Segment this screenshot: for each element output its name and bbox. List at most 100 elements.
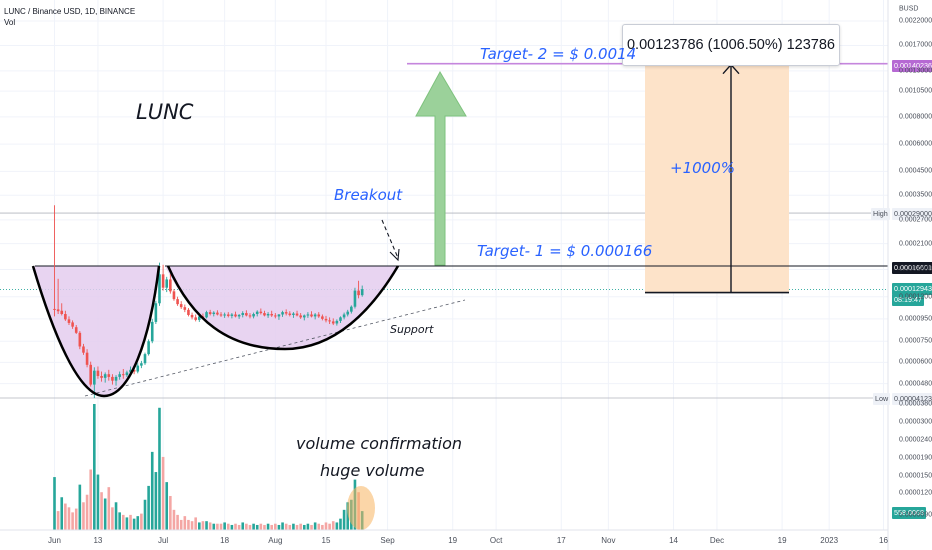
time-tick-label: Aug [268, 536, 283, 545]
volume-bar [226, 523, 230, 530]
support-line [84, 299, 466, 397]
symbol-line[interactable]: LUNC / Binance USD, 1D, BINANCE [4, 7, 136, 16]
time-tick-label: 17 [556, 536, 566, 545]
candle-body [302, 315, 306, 318]
candle-body [226, 314, 230, 316]
volume-bar [169, 495, 172, 530]
volume-bar [132, 518, 136, 530]
huge-volume-highlight [347, 486, 375, 530]
candle-body [93, 370, 96, 385]
volume-bar [284, 523, 288, 530]
time-tick-label: Jul [157, 536, 169, 545]
support-annotation[interactable]: Support [390, 323, 434, 336]
volume-bar [165, 482, 169, 530]
candle-body [310, 314, 313, 317]
candle-body [183, 307, 187, 310]
candle-body [114, 376, 118, 381]
candle-body [132, 369, 136, 372]
left-cup-fill [33, 265, 159, 396]
volume-bar [328, 523, 331, 530]
volume-bar [125, 517, 129, 530]
volume-bar [179, 519, 183, 530]
candle-body [281, 312, 284, 315]
title-annotation[interactable]: LUNC [136, 100, 194, 124]
percent-annotation[interactable]: +1000% [670, 159, 735, 177]
candle-body [324, 318, 328, 321]
candle-body [150, 321, 154, 342]
candle-body [255, 311, 259, 315]
breakout-annotation[interactable]: Breakout [334, 186, 403, 204]
candle-body [212, 312, 216, 315]
left-cup-curve [31, 265, 161, 398]
breakout-arrowhead [389, 248, 400, 262]
candle-body [172, 291, 176, 300]
volume-bar [183, 516, 187, 530]
low-tag-label: Low [873, 393, 891, 405]
time-tick-label: 18 [220, 536, 230, 545]
volume-bar [201, 521, 205, 530]
candle-body [263, 313, 266, 316]
candle-body [353, 290, 357, 307]
time-tick-label: 19 [448, 536, 458, 545]
low-price-tag: 0.00004123 [892, 393, 932, 405]
candle-body [248, 315, 252, 317]
volume-bar [234, 523, 237, 530]
candle-body [190, 314, 194, 318]
candle-body [339, 317, 342, 321]
time-tick-label: 14 [669, 536, 678, 545]
right-cup-fill [165, 265, 398, 349]
candle-body [357, 290, 360, 296]
volume-bar [78, 484, 82, 530]
volume-bar [310, 524, 313, 530]
candle-body [270, 314, 273, 316]
candle-body [60, 310, 64, 315]
volume-bar [103, 498, 107, 530]
volume-bar [93, 404, 96, 530]
candle-body [140, 363, 143, 366]
volume-bar [172, 509, 176, 530]
volume-bar [324, 522, 328, 530]
volume-bar [176, 514, 179, 530]
volume-bar [129, 514, 132, 530]
chart-header: LUNC / Binance USD, 1D, BINANCE Vol [4, 6, 135, 28]
candle-body [299, 315, 302, 318]
candle-body [103, 374, 107, 378]
target1-annotation[interactable]: Target- 1 = $ 0.000166 [477, 242, 653, 260]
volume-bar [136, 516, 140, 530]
candle-body [129, 369, 132, 373]
volume-bar [67, 507, 71, 530]
time-tick-label: Dec [709, 536, 725, 545]
candlesticks [53, 205, 364, 399]
candle-body [277, 314, 281, 317]
candle-body [56, 309, 60, 312]
volume-bar [245, 523, 248, 530]
candle-body [96, 370, 100, 377]
target2-annotation[interactable]: Target- 2 = $ 0.0014 [480, 45, 637, 63]
candle-body [154, 303, 158, 322]
volume-confirmation-annotation[interactable]: volume confirmation [296, 434, 463, 453]
candle-body [198, 316, 201, 320]
candle-body [176, 299, 179, 305]
target2-price-tag: 0.00140236 [892, 60, 932, 72]
huge-volume-annotation[interactable]: huge volume [320, 461, 425, 480]
volume-bar [331, 521, 335, 530]
volume-bar [317, 523, 321, 530]
candle-body [89, 364, 92, 385]
measure-tooltip: 0.00123786 (1006.50%) 123786 [622, 24, 840, 66]
candle-body [53, 308, 56, 310]
volume-indicator-label[interactable]: Vol [4, 18, 16, 27]
volume-bar [241, 522, 245, 530]
candle-body [74, 327, 78, 333]
time-tick-label: 15 [321, 536, 331, 545]
candle-body [194, 317, 197, 320]
time-tick-label: 19 [777, 536, 787, 545]
candle-body [71, 322, 74, 327]
